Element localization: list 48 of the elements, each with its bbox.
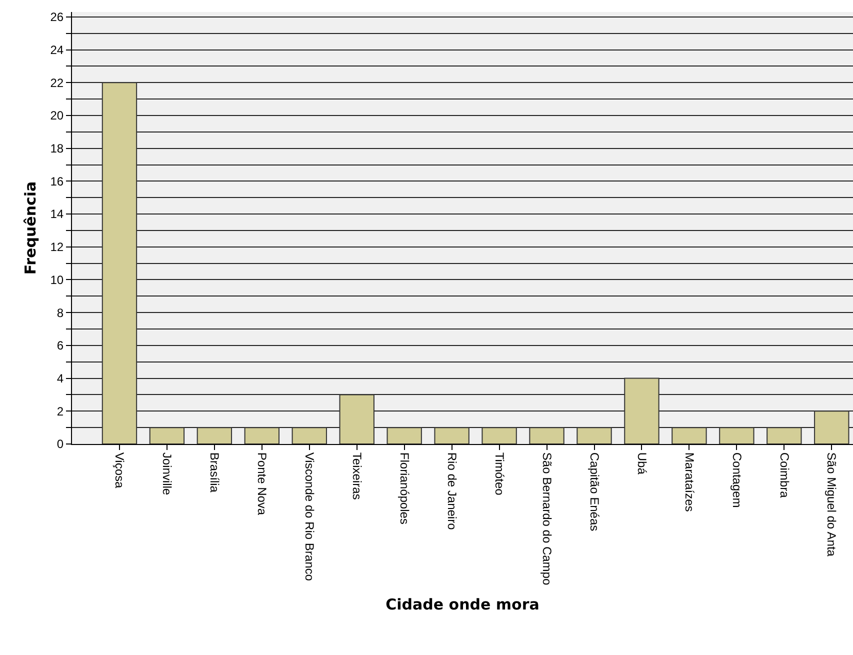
x-tick-label: Ponte Nova — [255, 452, 270, 516]
x-tick-label: São Miguel do Anta — [824, 452, 839, 557]
y-tick-label: 20 — [50, 108, 64, 123]
bar — [339, 394, 374, 444]
x-tick-label: Visconde do Rio Branco — [302, 452, 316, 582]
y-tick-label: 22 — [50, 76, 64, 90]
x-tick-label: São Bernardo do Campo — [540, 452, 554, 586]
x-tick-label: Rio de Janeiro — [444, 452, 459, 530]
bar — [529, 427, 564, 444]
y-tick-label: 6 — [56, 338, 64, 353]
y-tick-label: 4 — [56, 372, 64, 386]
x-tick-label: Viçosa — [112, 452, 127, 489]
y-tick-label: 18 — [50, 142, 64, 156]
y-tick-label: 12 — [50, 240, 64, 254]
x-tick-label: Contagem — [730, 452, 744, 508]
x-tick-label: Capitão Enéas — [587, 452, 602, 532]
bar — [386, 427, 422, 444]
bar — [434, 427, 470, 444]
x-tick-label: Coimbra — [777, 452, 792, 498]
y-tick-label: 2 — [56, 404, 64, 418]
x-axis-title: Cidade onde mora — [386, 595, 540, 614]
x-tick-label: Marataízes — [682, 452, 696, 512]
bar — [624, 378, 660, 444]
x-tick-label: Teixeiras — [350, 452, 364, 500]
x-tick-label: Timóteo — [492, 452, 506, 496]
bar — [766, 427, 802, 444]
x-tick-label: Joinville — [160, 452, 174, 496]
bar — [814, 410, 850, 444]
bar — [196, 427, 232, 444]
bar — [719, 427, 754, 444]
x-tick-label: Florianópoles — [397, 452, 412, 524]
bar — [482, 427, 517, 444]
x-tick-label: Brasília — [208, 452, 222, 493]
y-tick-label: 0 — [56, 437, 64, 452]
y-tick-label: 16 — [50, 174, 64, 188]
y-tick-label: 14 — [50, 207, 64, 222]
bar — [149, 427, 185, 444]
bar — [672, 427, 707, 444]
y-axis-title: Frequência — [21, 181, 40, 275]
x-tick-label: Ubá — [634, 452, 649, 475]
y-tick-label: 8 — [56, 306, 64, 320]
bar — [292, 427, 327, 444]
y-tick-label: 24 — [50, 42, 64, 57]
bar — [244, 427, 280, 444]
bar — [576, 427, 612, 444]
bar — [102, 82, 138, 444]
y-tick-label: 26 — [50, 10, 64, 24]
y-tick-label: 10 — [50, 272, 64, 287]
